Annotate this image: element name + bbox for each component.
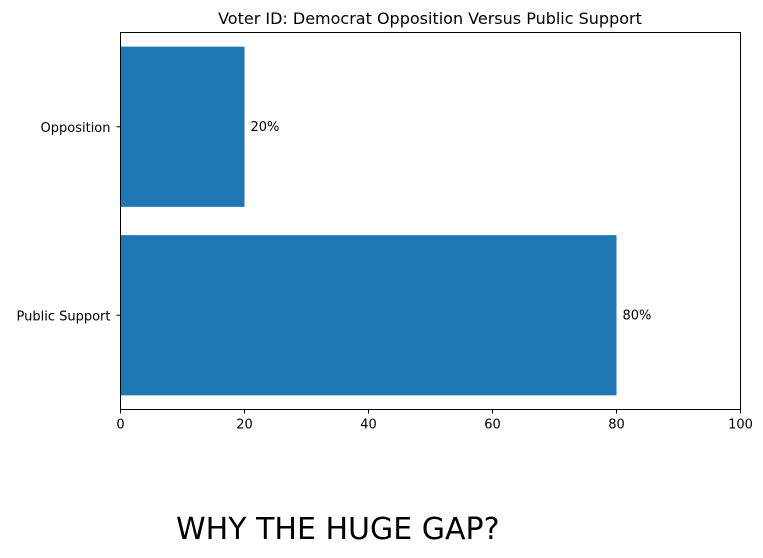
caption-text: WHY THE HUGE GAP? [176, 512, 500, 547]
data-labels-group: 80% 20% [251, 120, 652, 324]
x-tick-label: 0 [116, 418, 124, 433]
bar-opposition [120, 46, 245, 207]
plot-frame [120, 32, 741, 410]
x-tick-label: 40 [360, 418, 377, 433]
y-tick-labels-group: Public Support Opposition [17, 121, 121, 324]
x-tick-label: 100 [728, 418, 753, 433]
x-tick-label: 80 [608, 418, 625, 433]
data-label: 80% [623, 308, 652, 323]
bars-group [120, 46, 617, 396]
y-tick-label: Public Support [17, 309, 111, 324]
bar-chart: Voter ID: Democrat Opposition Versus Pub… [17, 9, 753, 433]
x-tick-labels-group: 0 20 40 60 80 100 [116, 409, 753, 433]
data-label: 20% [251, 120, 280, 135]
bar-public-support [120, 235, 617, 396]
x-tick-label: 60 [484, 418, 501, 433]
y-tick-label: Opposition [41, 121, 111, 136]
x-tick-label: 20 [236, 418, 253, 433]
chart-title: Voter ID: Democrat Opposition Versus Pub… [218, 9, 642, 28]
